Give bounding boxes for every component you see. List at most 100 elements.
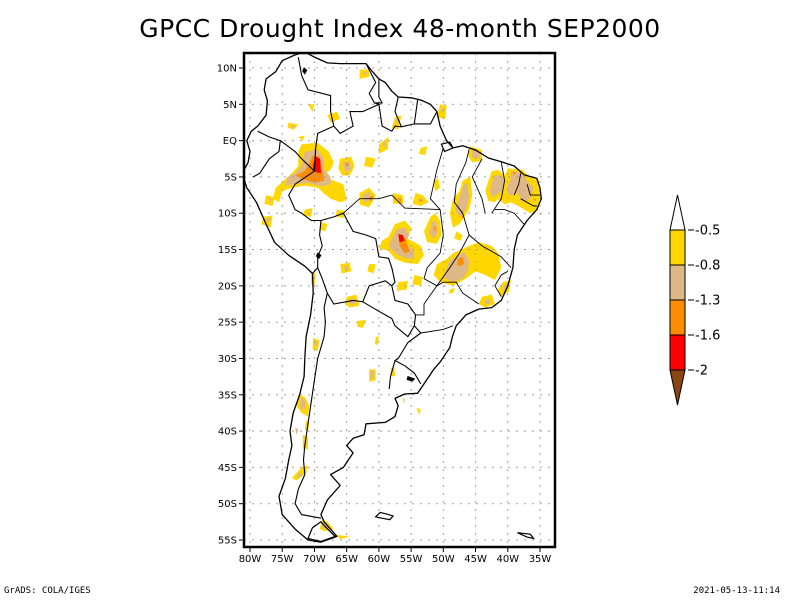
country-border bbox=[388, 360, 396, 390]
map-title: GPCC Drought Index 48-month SEP2000 bbox=[139, 14, 661, 43]
drought-patch bbox=[295, 427, 299, 435]
drought-patches-layer bbox=[261, 69, 540, 540]
drought-patch bbox=[484, 298, 491, 305]
state-border bbox=[491, 162, 506, 214]
country-border bbox=[252, 130, 281, 178]
lon-tick-label: 50W bbox=[432, 554, 455, 565]
drought-patch bbox=[349, 298, 355, 305]
drought-patch bbox=[297, 473, 303, 479]
drought-patch bbox=[314, 341, 318, 348]
state-border bbox=[526, 184, 540, 196]
lake bbox=[315, 252, 322, 260]
drought-patch bbox=[322, 521, 329, 530]
drought-patch bbox=[457, 256, 464, 267]
state-border bbox=[343, 194, 392, 214]
lon-tick-label: 35W bbox=[529, 554, 552, 565]
colorbar: -0.5 -0.8 -1.3 -1.6 -2 bbox=[669, 194, 720, 406]
lat-tick-label: 20S bbox=[218, 281, 237, 292]
lon-tick-label: 80W bbox=[239, 554, 262, 565]
lon-tick-label: 40W bbox=[496, 554, 519, 565]
colorbar-label: -0.5 bbox=[695, 224, 720, 239]
drought-patch bbox=[448, 288, 455, 294]
drought-patch bbox=[268, 198, 272, 204]
drought-patch bbox=[419, 198, 423, 203]
country-border bbox=[294, 292, 328, 519]
lon-tick-label: 75W bbox=[271, 554, 294, 565]
lon-tick-label: 55W bbox=[400, 554, 423, 565]
country-border bbox=[394, 96, 402, 128]
drought-patch bbox=[362, 191, 372, 204]
drought-patch bbox=[440, 107, 445, 113]
lake bbox=[302, 67, 308, 75]
drought-patch bbox=[298, 135, 305, 141]
drought-patch bbox=[429, 220, 439, 239]
drought-patch bbox=[370, 370, 375, 380]
state-border bbox=[471, 158, 486, 214]
drought-patch bbox=[433, 178, 441, 192]
lon-tick-label: 60W bbox=[368, 554, 391, 565]
lat-tick-label: 10N bbox=[217, 64, 237, 75]
lat-tick-label: 5S bbox=[224, 172, 237, 183]
state-border bbox=[415, 252, 460, 316]
state-border bbox=[513, 173, 522, 196]
drought-patch bbox=[398, 234, 405, 243]
drought-patch bbox=[433, 226, 436, 233]
drought-patch bbox=[337, 534, 350, 540]
drought-patch bbox=[395, 118, 399, 125]
coastline-layer bbox=[244, 53, 542, 543]
drought-patch bbox=[375, 336, 379, 346]
lat-tick-label: 10S bbox=[218, 209, 237, 220]
colorbar-segment bbox=[669, 264, 686, 301]
country-border bbox=[333, 63, 381, 135]
colorbar-label: -2 bbox=[695, 364, 708, 379]
footer-credit: GrADS: COLA/IGES bbox=[4, 586, 91, 596]
country-border bbox=[393, 325, 422, 385]
drought-patch bbox=[357, 320, 366, 328]
drought-patch bbox=[359, 69, 370, 79]
country-border bbox=[317, 267, 393, 305]
drought-patch bbox=[454, 231, 463, 241]
drought-patch bbox=[512, 171, 516, 176]
drought-patch bbox=[533, 198, 537, 202]
drought-patch bbox=[367, 264, 376, 274]
state-border bbox=[468, 234, 512, 268]
drought-patch bbox=[416, 407, 421, 416]
country-border bbox=[297, 57, 335, 172]
country-border bbox=[413, 99, 419, 124]
drought-patch bbox=[300, 397, 306, 410]
drought-patch bbox=[489, 175, 507, 198]
colorbar-label: -1.6 bbox=[695, 329, 720, 344]
drought-patch bbox=[364, 156, 376, 168]
colorbar-top-triangle bbox=[669, 194, 686, 231]
lat-tick-label: EQ bbox=[223, 136, 237, 147]
lat-tick-label: 40S bbox=[218, 427, 237, 438]
lat-tick-label: 5N bbox=[223, 100, 237, 111]
island-outline bbox=[517, 532, 536, 540]
colorbar-segment bbox=[669, 299, 686, 336]
drought-patch bbox=[506, 171, 534, 203]
footer-timestamp: 2021-05-13-11:14 bbox=[693, 586, 780, 596]
drought-patch bbox=[362, 71, 368, 76]
colorbar-segment bbox=[669, 334, 686, 371]
drought-patch bbox=[502, 282, 509, 292]
drought-patch bbox=[319, 221, 328, 232]
drought-patch bbox=[396, 197, 402, 204]
drought-patch bbox=[302, 208, 313, 217]
colorbar-bottom-triangle bbox=[669, 369, 686, 406]
drought-patch bbox=[327, 111, 341, 123]
lat-tick-label: 35S bbox=[218, 390, 237, 401]
colorbar-label: -0.8 bbox=[695, 259, 720, 274]
state-border bbox=[520, 198, 537, 207]
colorbar-label: -1.3 bbox=[695, 294, 720, 309]
lat-tick-label: 15S bbox=[218, 245, 237, 256]
drought-patch bbox=[382, 140, 386, 148]
state-border bbox=[494, 270, 509, 297]
country-border bbox=[362, 285, 417, 338]
state-border bbox=[420, 325, 454, 334]
drought-patch bbox=[412, 275, 423, 286]
axis-ticks: 10N 5N EQ 5S 10S 15S 20S 25S 30S 35S 40S 45S 50S 55S8… bbox=[217, 64, 552, 566]
country-border bbox=[279, 140, 323, 274]
colorbar-segment bbox=[669, 229, 686, 266]
lat-tick-label: 50S bbox=[218, 499, 237, 510]
lat-tick-label: 45S bbox=[218, 463, 237, 474]
